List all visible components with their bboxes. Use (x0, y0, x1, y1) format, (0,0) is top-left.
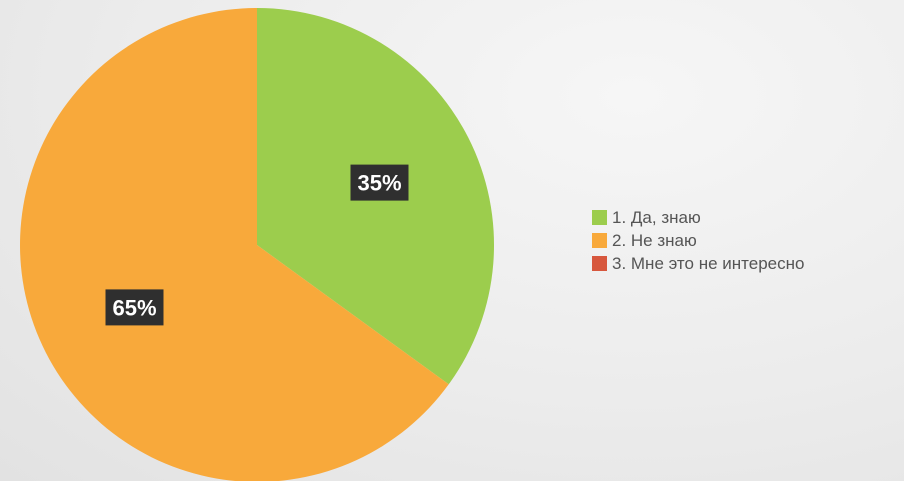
data-label-text-1: 35% (357, 171, 401, 196)
data-label-1: 35% (350, 164, 409, 201)
legend-label-1: 1. Да, знаю (612, 208, 701, 227)
legend-swatch-2 (592, 233, 607, 248)
pie-slice-2[interactable] (20, 8, 449, 481)
legend-item-1[interactable]: 1. Да, знаю (592, 206, 898, 229)
data-label-bg-1 (350, 164, 409, 201)
legend-item-2[interactable]: 2. Не знаю (592, 229, 898, 252)
data-label-text-2: 65% (112, 295, 156, 320)
chart-legend: 1. Да, знаю 2. Не знаю 3. Мне это не инт… (592, 206, 898, 275)
legend-swatch-3 (592, 256, 607, 271)
pie-slices (20, 8, 495, 481)
pie-data-labels: 35% 65% (105, 164, 409, 326)
legend-swatch-1 (592, 210, 607, 225)
data-label-2: 65% (105, 289, 164, 326)
data-label-bg-2 (105, 289, 164, 326)
legend-item-3[interactable]: 3. Мне это не интересно (592, 252, 898, 275)
legend-label-2: 2. Не знаю (612, 231, 697, 250)
legend-label-3: 3. Мне это не интересно (612, 254, 805, 273)
